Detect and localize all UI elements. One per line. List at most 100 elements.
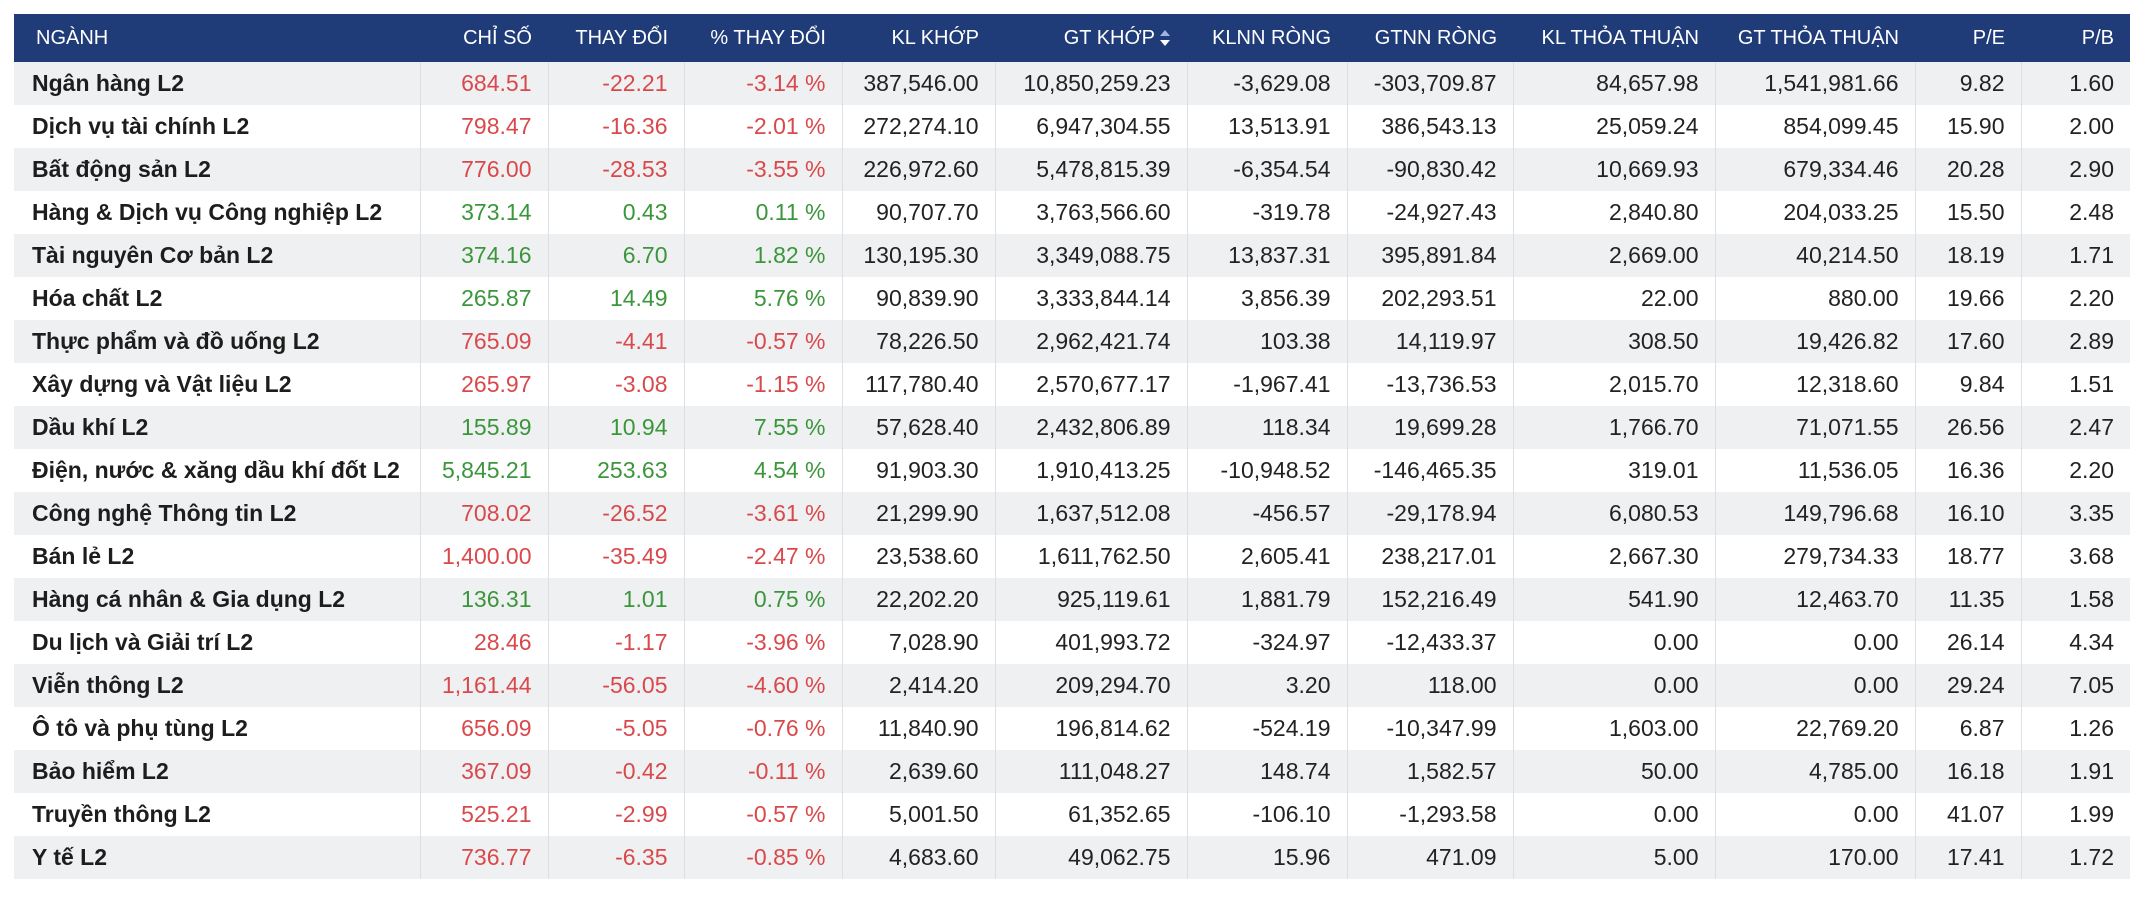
column-header[interactable]: THAY ĐỔI — [548, 14, 684, 62]
cell: 22,769.20 — [1714, 707, 1915, 750]
column-header-text: KLNN RÒNG — [1212, 26, 1331, 49]
cell: -10,347.99 — [1346, 707, 1513, 750]
cell: 1,766.70 — [1512, 406, 1715, 449]
cell: 111,048.27 — [994, 750, 1187, 793]
cell: 148.74 — [1186, 750, 1347, 793]
column-header[interactable]: GT THỎA THUẬN — [1715, 14, 1915, 62]
column-header[interactable]: KL KHỚP — [842, 14, 995, 62]
cell: -35.49 — [547, 535, 684, 578]
cell: 1.71 — [2020, 234, 2130, 277]
table-row[interactable]: Ngân hàng L2 684.51 -22.21 -3.14 % 387,546.0… — [14, 62, 2130, 105]
table-row[interactable]: Dịch vụ tài chính L2 798.47 -16.36 -2.01 % 2… — [14, 105, 2130, 148]
cell: 10,850,259.23 — [994, 62, 1187, 105]
column-header-text: % THAY ĐỔI — [710, 26, 826, 49]
cell: 10,669.93 — [1512, 148, 1715, 191]
sector-name: Truyền thông L2 — [32, 801, 211, 827]
table-row[interactable]: Tài nguyên Cơ bản L2 374.16 6.70 1.82 % 130,… — [14, 234, 2130, 277]
cell: 170.00 — [1714, 836, 1915, 879]
cell: 204,033.25 — [1714, 191, 1915, 234]
table-row[interactable]: Dầu khí L2 155.89 10.94 7.55 % 57,628.40 2,43… — [14, 406, 2130, 449]
sort-icon[interactable] — [1159, 29, 1171, 47]
column-header[interactable]: GT KHỚP — [995, 14, 1187, 62]
column-header[interactable]: % THAY ĐỔI — [684, 14, 842, 62]
table-row[interactable]: Công nghệ Thông tin L2 708.02 -26.52 -3.61 … — [14, 492, 2130, 535]
cell: 1.58 — [2020, 578, 2130, 621]
cell: 0.11 % — [683, 191, 842, 234]
column-header[interactable]: NGÀNH — [14, 14, 420, 62]
cell: 9.84 — [1914, 363, 2021, 406]
sector-name: Thực phẩm và đồ uống L2 — [14, 320, 420, 363]
column-header-text: KL KHỚP — [891, 26, 979, 49]
cell: 7.05 — [2020, 664, 2130, 707]
column-header[interactable]: KL THỎA THUẬN — [1513, 14, 1715, 62]
cell: -1,293.58 — [1346, 793, 1513, 836]
cell: 798.47 — [419, 105, 548, 148]
column-header[interactable]: P/E — [1915, 14, 2021, 62]
cell: 15.90 — [1914, 105, 2021, 148]
sector-name: Dầu khí L2 — [14, 406, 420, 449]
cell: 4.54 % — [683, 449, 842, 492]
cell: 21,299.90 — [841, 492, 995, 535]
cell: 13,513.91 — [1186, 105, 1347, 148]
cell: -146,465.35 — [1346, 449, 1513, 492]
sector-name: Hóa chất L2 — [32, 285, 163, 311]
cell: 0.00 — [1714, 664, 1915, 707]
table-row[interactable]: Hàng cá nhân & Gia dụng L2 136.31 1.01 0.75… — [14, 578, 2130, 621]
cell: -0.57 % — [683, 320, 842, 363]
cell: -3.96 % — [683, 621, 842, 664]
cell: -56.05 — [547, 664, 684, 707]
table-row[interactable]: Hóa chất L2 265.87 14.49 5.76 % 90,839.90 3,3… — [14, 277, 2130, 320]
cell: -4.60 % — [683, 664, 842, 707]
cell: -319.78 — [1186, 191, 1347, 234]
cell: 84,657.98 — [1512, 62, 1715, 105]
cell: 2.20 — [2020, 277, 2130, 320]
table-row[interactable]: Hàng & Dịch vụ Công nghiệp L2 373.14 0.43 0… — [14, 191, 2130, 234]
table-row[interactable]: Truyền thông L2 525.21 -2.99 -0.57 % 5,001.5… — [14, 793, 2130, 836]
cell: 5.00 — [1512, 836, 1715, 879]
cell: 1,161.44 — [419, 664, 548, 707]
cell: 3.68 — [2020, 535, 2130, 578]
cell: 5.76 % — [683, 277, 842, 320]
cell: 2.89 — [2020, 320, 2130, 363]
cell: 2,669.00 — [1512, 234, 1715, 277]
column-header[interactable]: P/B — [2021, 14, 2130, 62]
cell: 15.96 — [1186, 836, 1347, 879]
cell: 0.00 — [1714, 793, 1915, 836]
cell: -16.36 — [547, 105, 684, 148]
table-row[interactable]: Bảo hiểm L2 367.09 -0.42 -0.11 % 2,639.60 111… — [14, 750, 2130, 793]
cell: -13,736.53 — [1346, 363, 1513, 406]
table-row[interactable]: Du lịch và Giải trí L2 28.46 -1.17 -3.96 % 7… — [14, 621, 2130, 664]
cell: 395,891.84 — [1346, 234, 1513, 277]
cell: 20.28 — [1914, 148, 2021, 191]
cell: 19,426.82 — [1714, 320, 1915, 363]
cell: 16.36 — [1914, 449, 2021, 492]
cell: 684.51 — [419, 62, 548, 105]
header-row: NGÀNH CHỈ SỐ THAY ĐỔI % THAY ĐỔI KL KHỚP GT K… — [14, 14, 2130, 62]
table-row[interactable]: Điện, nước & xăng dầu khí đốt L2 5,845.21… — [14, 449, 2130, 492]
cell: 13,837.31 — [1186, 234, 1347, 277]
cell: 149,796.68 — [1714, 492, 1915, 535]
table-row[interactable]: Xây dựng và Vật liệu L2 265.97 -3.08 -1.15 … — [14, 363, 2130, 406]
table-row[interactable]: Ô tô và phụ tùng L2 656.09 -5.05 -0.76 % 11,… — [14, 707, 2130, 750]
cell: 11.35 — [1914, 578, 2021, 621]
column-header-text: KL THỎA THUẬN — [1541, 26, 1699, 49]
cell: 1.99 — [2020, 793, 2130, 836]
table-row[interactable]: Y tế L2 736.77 -6.35 -0.85 % 4,683.60 49,062.… — [14, 836, 2130, 879]
cell: 525.21 — [419, 793, 548, 836]
column-header[interactable]: GTNN RÒNG — [1347, 14, 1513, 62]
cell: 22,202.20 — [841, 578, 995, 621]
cell: 16.10 — [1914, 492, 2021, 535]
table-row[interactable]: Thực phẩm và đồ uống L2 765.09 -4.41 -0.57 … — [14, 320, 2130, 363]
cell: 9.82 — [1914, 62, 2021, 105]
cell: 925,119.61 — [994, 578, 1187, 621]
column-header[interactable]: KLNN RÒNG — [1187, 14, 1347, 62]
table-row[interactable]: Viễn thông L2 1,161.44 -56.05 -4.60 % 2,414.… — [14, 664, 2130, 707]
cell: -10,948.52 — [1186, 449, 1347, 492]
cell: 226,972.60 — [841, 148, 995, 191]
cell: 0.00 — [1512, 621, 1715, 664]
column-header[interactable]: CHỈ SỐ — [420, 14, 548, 62]
table-row[interactable]: Bán lẻ L2 1,400.00 -35.49 -2.47 % 23,538.60 1… — [14, 535, 2130, 578]
cell: 90,707.70 — [841, 191, 995, 234]
cell: 1,611,762.50 — [994, 535, 1187, 578]
table-row[interactable]: Bất động sản L2 776.00 -28.53 -3.55 % 226,97… — [14, 148, 2130, 191]
